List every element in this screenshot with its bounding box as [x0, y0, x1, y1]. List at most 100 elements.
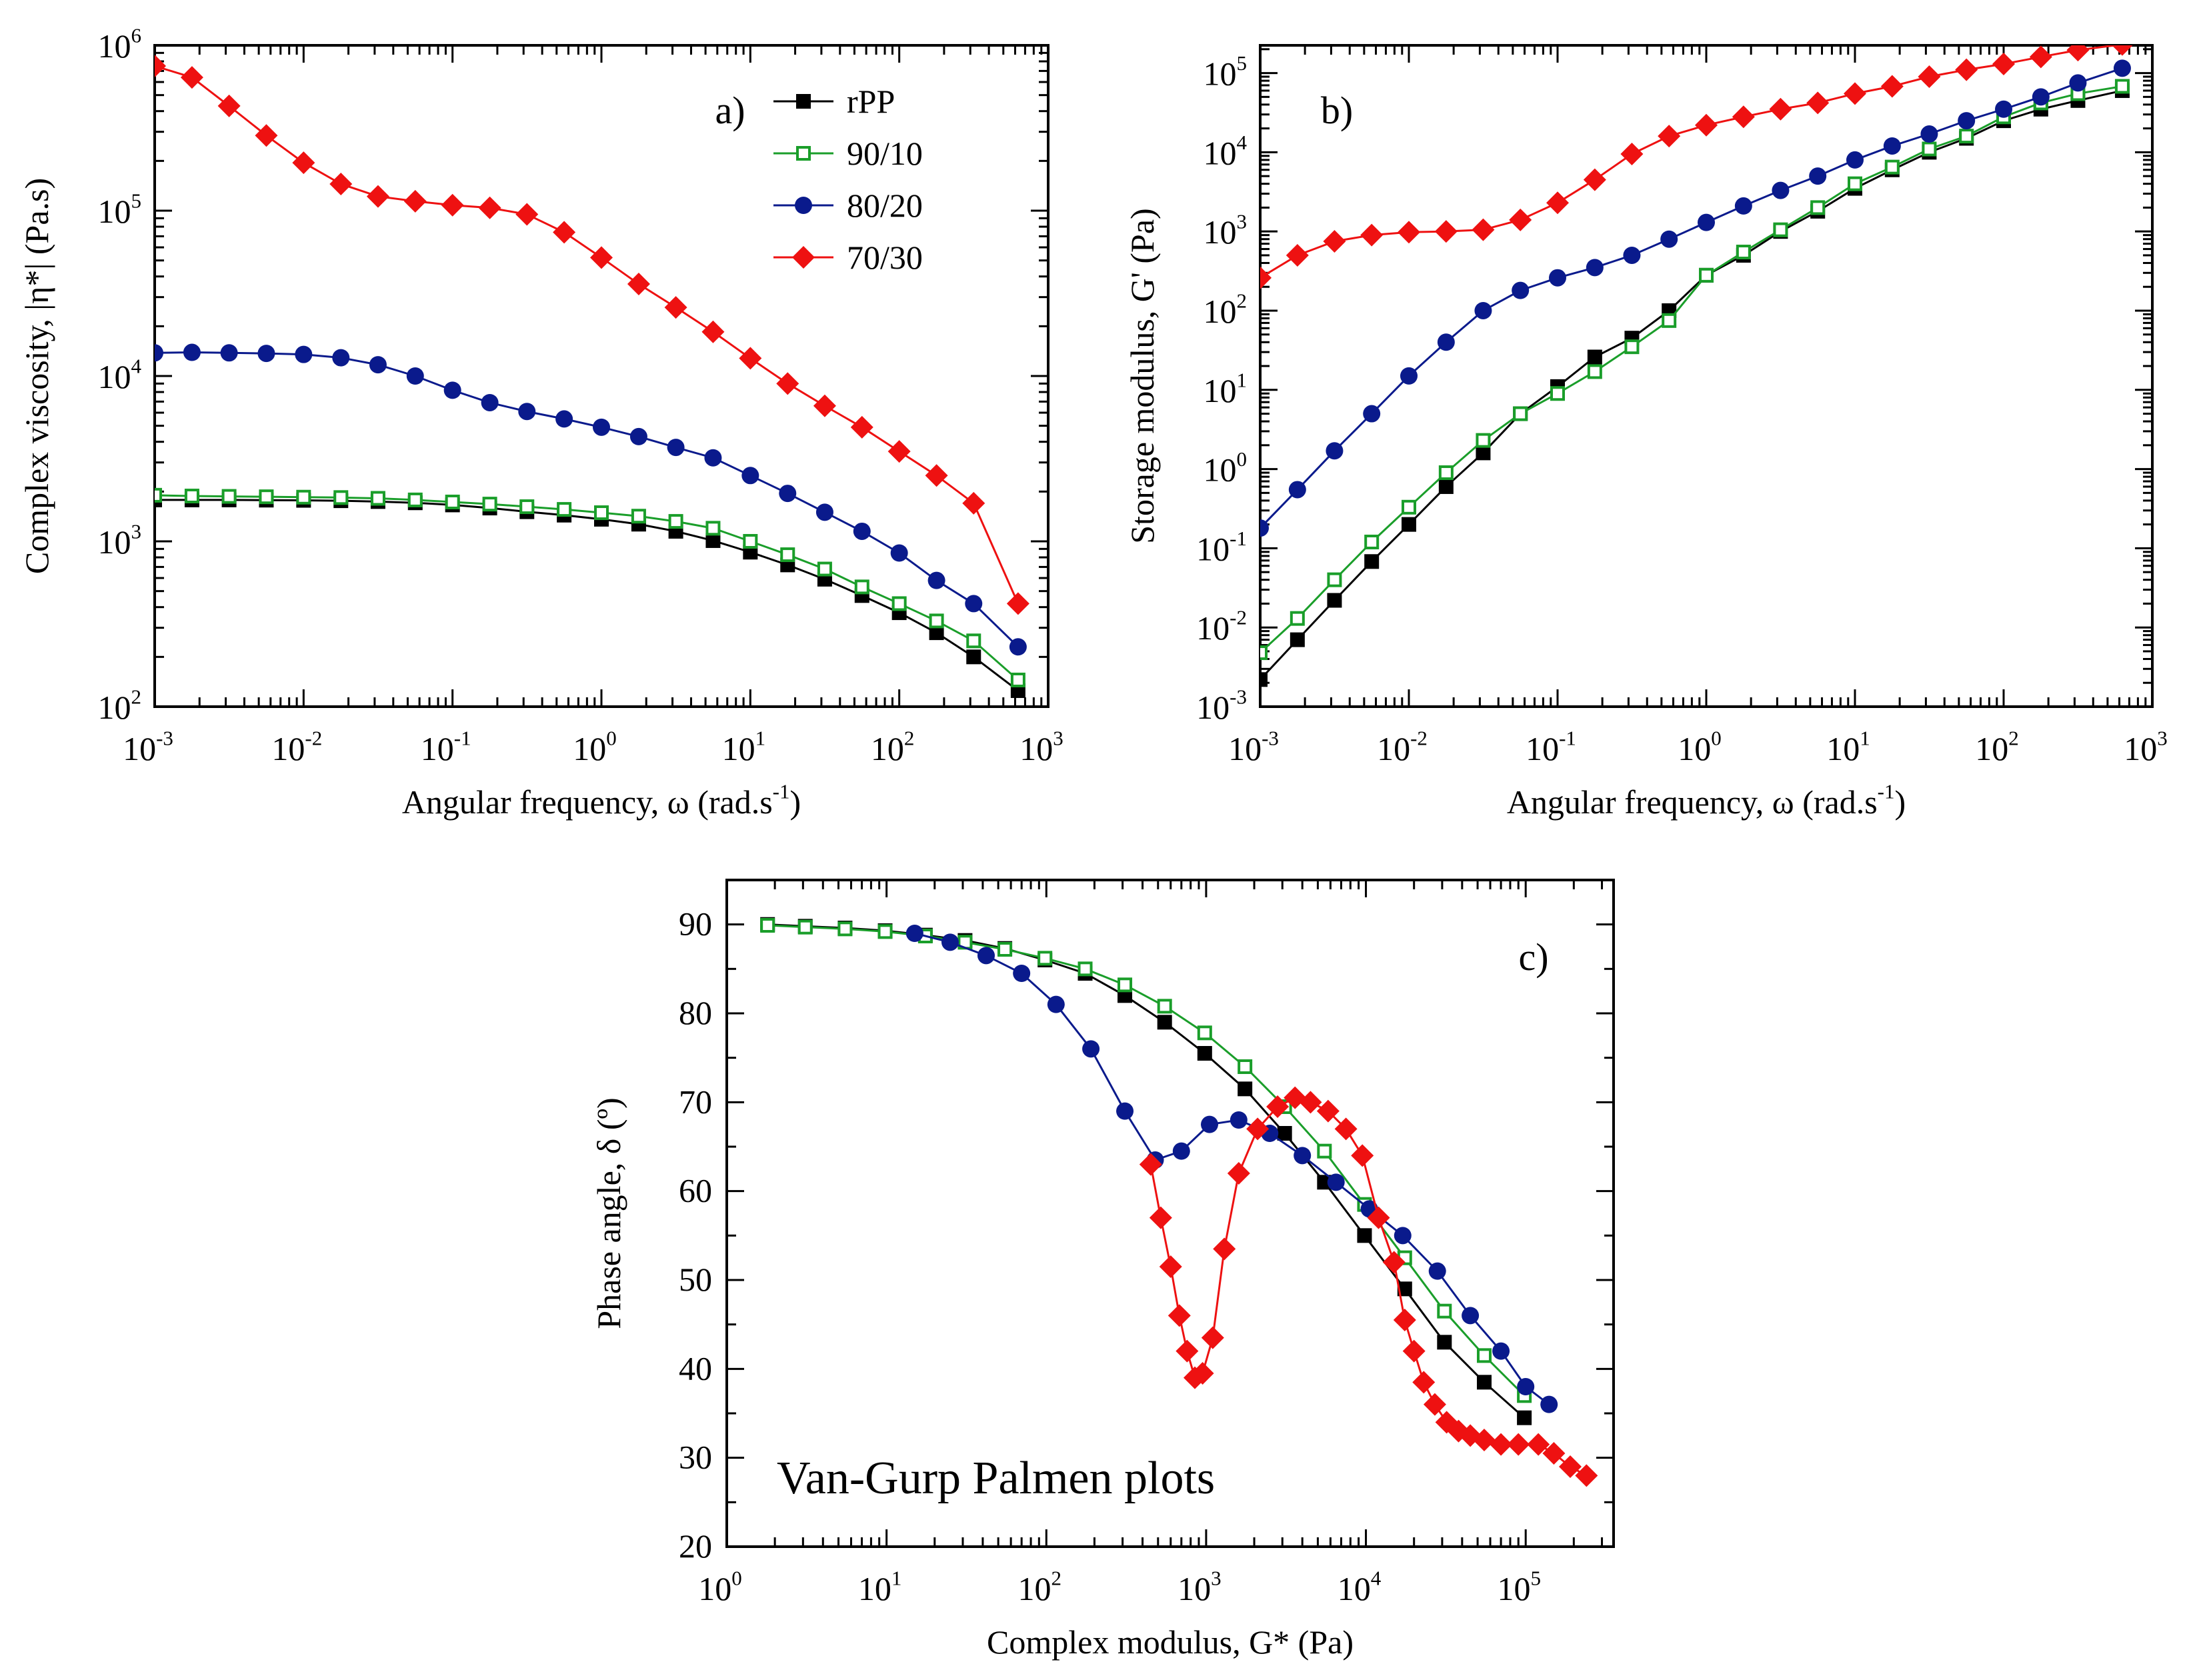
data-point: [370, 491, 385, 506]
x-tick-label: 10-3: [123, 727, 173, 768]
x-tick-label: 104: [1338, 1567, 1382, 1608]
y-axis-title: Phase angle, δ (º): [590, 1097, 627, 1329]
data-point: [1623, 246, 1641, 264]
data-point: [1884, 159, 1900, 175]
y-tick-label: 106: [98, 24, 142, 65]
data-point: [1437, 333, 1455, 351]
data-point: [1810, 200, 1826, 215]
data-point: [1118, 977, 1133, 993]
x-tick-label: 102: [1018, 1567, 1062, 1608]
data-point: [1550, 386, 1565, 401]
data-point: [1772, 181, 1790, 199]
data-point: [1288, 481, 1306, 499]
data-point: [1624, 339, 1640, 355]
data-point: [1213, 1237, 1236, 1261]
series-layer: [760, 917, 1598, 1487]
y-tick-label: 105: [98, 189, 142, 231]
data-point: [1575, 1464, 1598, 1487]
y-axis-ticks: [727, 879, 1614, 1548]
data-point: [443, 381, 461, 399]
data-point: [1992, 53, 2015, 76]
legend-marker: [795, 197, 812, 214]
y-tick-label: 10-3: [1196, 685, 1247, 727]
data-point: [1734, 197, 1752, 215]
data-point: [553, 221, 576, 244]
data-point: [1360, 223, 1384, 247]
data-point: [1586, 259, 1604, 277]
y-axis-title: Complex viscosity, |η*| (Pa.s): [18, 178, 55, 574]
data-point: [905, 925, 923, 942]
data-point: [837, 921, 853, 937]
data-point: [1423, 1393, 1446, 1416]
y-tick-label: 102: [1204, 289, 1248, 330]
data-point: [1517, 1378, 1535, 1395]
y-tick-label: 50: [679, 1261, 712, 1298]
data-point: [407, 492, 423, 507]
x-tick-label: 10-2: [271, 727, 322, 768]
x-tick-label: 10-1: [421, 727, 471, 768]
data-point: [1317, 1143, 1332, 1159]
y-tick-label: 60: [679, 1172, 712, 1209]
data-point: [183, 343, 201, 361]
data-point: [257, 345, 275, 363]
chart-panel-1: 10-3 10-2 10-1 100 101 102 103 102 103 104 105 106 A…: [18, 24, 1063, 821]
data-point: [664, 296, 687, 319]
y-tick-label: 101: [1204, 368, 1248, 409]
data-point: [1517, 1410, 1532, 1425]
y-tick-label: 10-2: [1196, 606, 1247, 647]
legend-label: rPP: [847, 83, 895, 120]
data-point: [1326, 442, 1344, 460]
data-point: [815, 503, 833, 521]
chart-panel-3: 100 101 102 103 104 105 20 30 40 50 60 70 80 90 Comple…: [590, 879, 1615, 1661]
data-point: [1507, 1433, 1530, 1456]
data-point: [1773, 222, 1788, 237]
data-point: [1176, 1339, 1199, 1363]
series-line-rPP: [1260, 89, 2123, 681]
data-point: [1472, 1429, 1496, 1451]
x-tick-label: 10-1: [1526, 727, 1576, 768]
y-tick-label: 100: [1204, 447, 1248, 489]
data-point: [629, 427, 647, 445]
data-point: [1542, 1442, 1566, 1465]
data-point: [1006, 592, 1029, 615]
data-point: [962, 491, 985, 515]
y-tick-label: 80: [679, 994, 712, 1031]
data-point: [1009, 638, 1027, 656]
data-point: [1334, 1117, 1358, 1141]
data-point: [1995, 100, 2012, 118]
x-tick-label: 102: [871, 727, 915, 768]
legend-label: 90/10: [847, 135, 923, 172]
data-point: [1958, 112, 1976, 130]
data-point: [1769, 97, 1792, 121]
data-point: [1695, 113, 1718, 137]
data-point: [333, 490, 349, 505]
data-point: [180, 66, 203, 89]
data-point: [1437, 1303, 1452, 1319]
data-point: [977, 947, 995, 965]
data-point: [1037, 951, 1053, 966]
data-point: [1662, 313, 1677, 328]
x-tick-label: 10-3: [1228, 727, 1279, 768]
data-point: [1238, 1059, 1253, 1074]
data-point: [667, 439, 685, 457]
x-axis-title: Angular frequency, ω (rad.s-1): [402, 780, 801, 821]
data-point: [797, 919, 813, 935]
data-point: [482, 497, 497, 512]
data-point: [1848, 176, 1862, 191]
data-point: [813, 394, 836, 417]
data-point: [1402, 517, 1416, 532]
data-point: [965, 595, 983, 613]
data-point: [1294, 1147, 1312, 1165]
data-point: [155, 54, 166, 77]
data-point: [1920, 125, 1938, 143]
data-point: [1351, 1144, 1374, 1167]
data-point: [1290, 632, 1305, 647]
y-tick-label: 102: [98, 685, 142, 727]
data-point: [1558, 1455, 1582, 1478]
data-point: [184, 489, 199, 504]
data-point: [1168, 1304, 1191, 1327]
data-point: [1157, 999, 1172, 1014]
data-point: [1286, 243, 1309, 267]
data-point: [1116, 1102, 1134, 1120]
data-point: [853, 522, 871, 540]
